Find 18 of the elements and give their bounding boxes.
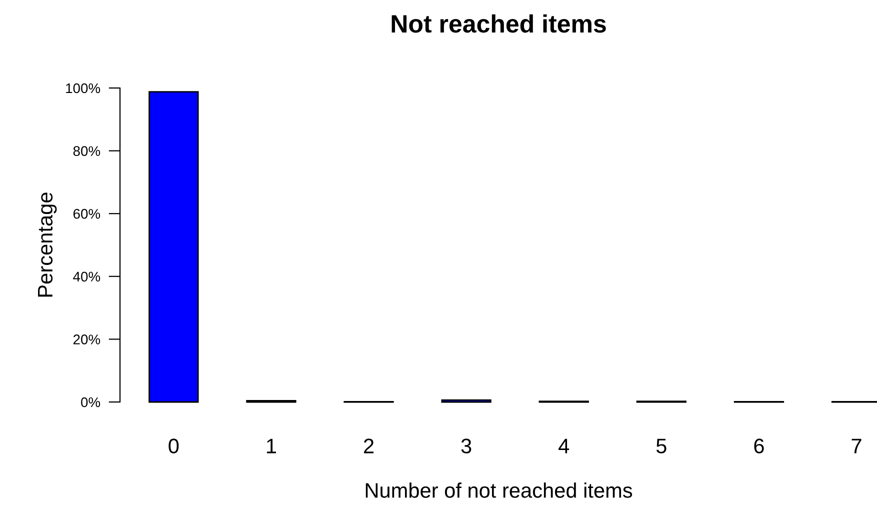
x-tick-label: 6 [754, 438, 764, 454]
y-tick-label: 20% [73, 334, 100, 344]
x-tick-label: 5 [656, 438, 666, 454]
x-tick-label: 1 [267, 438, 276, 454]
y-tick-label: 80% [73, 146, 100, 156]
y-tick-label: 60% [73, 208, 100, 219]
x-tick-label: 3 [461, 438, 472, 454]
x-tick-label: 2 [364, 438, 374, 454]
x-tick-label: 0 [168, 438, 179, 454]
x-axis-title: Number of not reached items [366, 482, 632, 498]
bar [148, 91, 199, 403]
y-axis-title: Percentage [38, 192, 57, 297]
chart-title: Not reached items [392, 14, 606, 33]
x-tick-label: 7 [852, 438, 862, 454]
y-tick-label: 0% [81, 397, 100, 408]
x-tick-label: 4 [558, 438, 570, 454]
y-tick-label: 100% [66, 83, 100, 94]
y-tick-label: 40% [73, 272, 100, 282]
